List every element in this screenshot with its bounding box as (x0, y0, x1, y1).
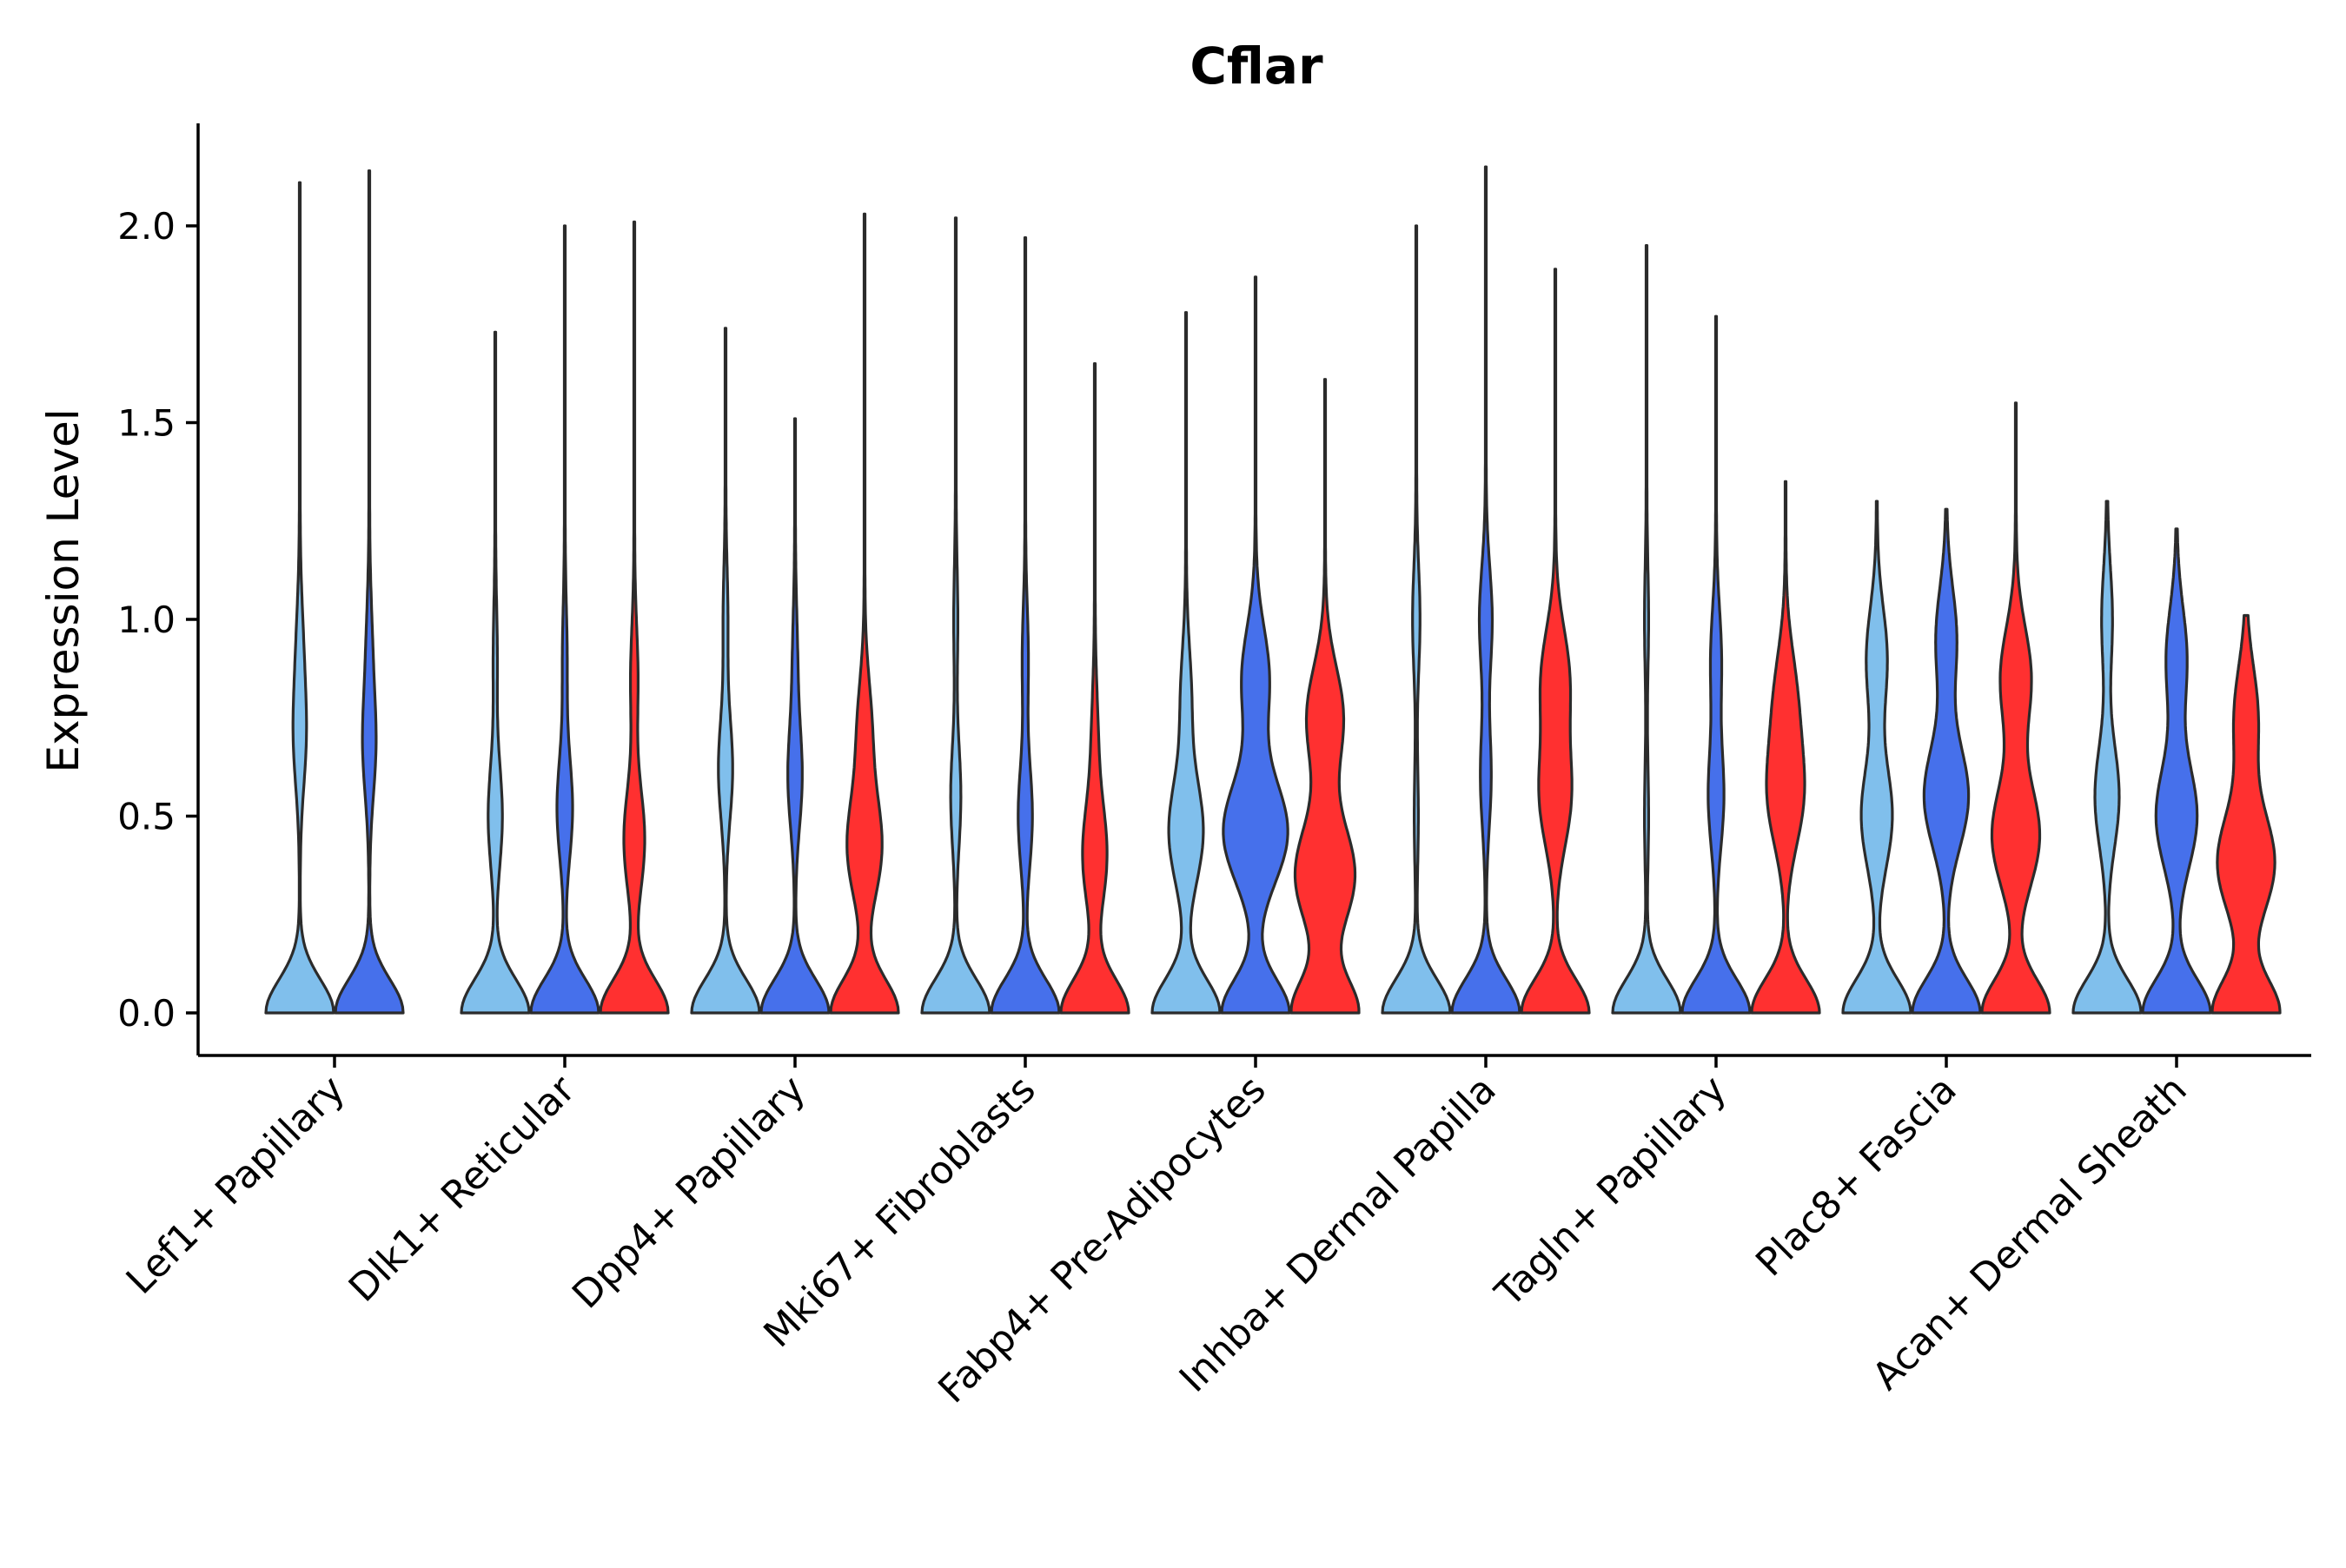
violin (529, 224, 600, 1015)
violin (1520, 268, 1591, 1015)
violin (1980, 401, 2051, 1015)
y-tick-label: 0.5 (117, 796, 176, 838)
y-axis-label: Expression Level (38, 408, 89, 772)
violin (1450, 165, 1521, 1015)
violin-group (2071, 500, 2282, 1015)
y-tick-label: 2.0 (117, 205, 176, 248)
violin (1750, 480, 1821, 1015)
violin (1611, 244, 1682, 1015)
violin (599, 220, 670, 1015)
x-tick-label: Dpp4+ Papillary (564, 1068, 814, 1318)
violin (1220, 275, 1291, 1015)
violin (264, 181, 335, 1015)
violin (1289, 378, 1361, 1015)
violin (2071, 500, 2143, 1015)
violin (690, 327, 761, 1015)
violin (920, 216, 991, 1015)
y-tick-label: 1.5 (117, 402, 176, 445)
y-tick-label: 0.0 (117, 992, 176, 1035)
x-tick-label: Lef1+ Papillary (118, 1068, 354, 1303)
violin-group (1611, 244, 1821, 1015)
y-tick-label: 1.0 (117, 599, 176, 641)
violin-group (1381, 165, 1591, 1015)
violin-group (690, 212, 900, 1015)
violins-layer (264, 165, 2282, 1015)
violin-group (264, 169, 405, 1015)
violin-group (460, 220, 670, 1015)
x-tick-label: Plac8+ Fascia (1747, 1068, 1965, 1286)
violin (1841, 500, 1912, 1015)
violin (1381, 224, 1452, 1015)
x-tick-label: Tagln+ Papillary (1487, 1068, 1735, 1316)
violin (990, 236, 1061, 1015)
violin-group (1841, 401, 2051, 1015)
violin (460, 330, 531, 1015)
x-tick-label: Dlk1+ Reticular (341, 1067, 585, 1311)
violin (334, 169, 405, 1015)
violin (1911, 507, 1982, 1015)
violin (1059, 362, 1130, 1015)
violin-group (1150, 275, 1361, 1015)
violin (829, 212, 900, 1015)
violin (2210, 613, 2282, 1015)
violin (759, 417, 831, 1015)
violin-group (920, 216, 1130, 1015)
chart-title: Cflar (1190, 36, 1323, 96)
violin (1680, 314, 1752, 1015)
violin (1150, 311, 1222, 1015)
violin (2141, 527, 2212, 1015)
